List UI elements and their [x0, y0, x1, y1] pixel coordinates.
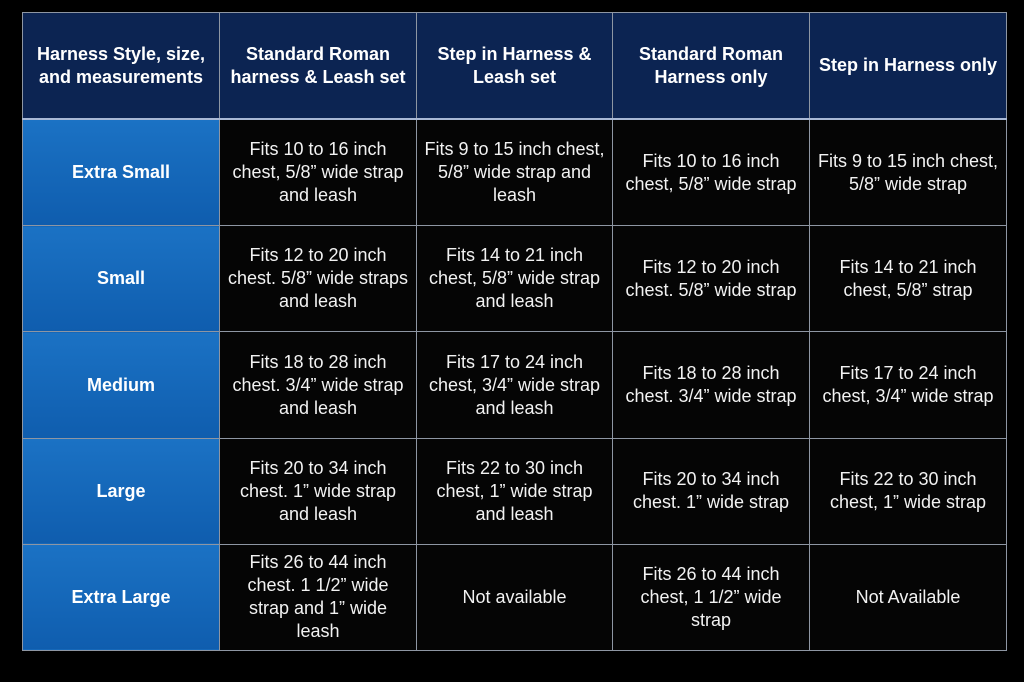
table-cell: Fits 26 to 44 inch chest, 1 1/2” wide st… [612, 543, 810, 652]
table-row: Extra Large Fits 26 to 44 inch chest. 1 … [22, 543, 1007, 652]
table-cell: Fits 14 to 21 inch chest, 5/8” wide stra… [416, 225, 613, 333]
table-cell: Fits 18 to 28 inch chest. 3/4” wide stra… [219, 331, 417, 439]
size-label: Medium [22, 331, 220, 439]
table-cell: Fits 14 to 21 inch chest, 5/8” strap [809, 225, 1007, 333]
header-cell: Harness Style, size, and measurements [22, 12, 220, 121]
size-label: Extra Large [22, 543, 220, 652]
table-cell: Fits 18 to 28 inch chest. 3/4” wide stra… [612, 331, 810, 439]
table-cell: Fits 10 to 16 inch chest, 5/8” wide stra… [612, 118, 810, 227]
size-label: Large [22, 437, 220, 545]
table-cell: Fits 12 to 20 inch chest. 5/8” wide stra… [219, 225, 417, 333]
table-cell: Fits 17 to 24 inch chest, 3/4” wide stra… [416, 331, 613, 439]
header-row: Harness Style, size, and measurements St… [22, 12, 1007, 121]
table-cell: Fits 26 to 44 inch chest. 1 1/2” wide st… [219, 543, 417, 652]
table-cell: Fits 9 to 15 inch chest, 5/8” wide strap… [416, 118, 613, 227]
table-row: Large Fits 20 to 34 inch chest. 1” wide … [22, 437, 1007, 545]
table-cell: Fits 9 to 15 inch chest, 5/8” wide strap [809, 118, 1007, 227]
table-cell: Not Available [809, 543, 1007, 652]
header-cell: Standard Roman harness & Leash set [219, 12, 417, 121]
size-label: Small [22, 225, 220, 333]
size-label: Extra Small [22, 118, 220, 227]
table-cell: Fits 12 to 20 inch chest. 5/8” wide stra… [612, 225, 810, 333]
table-cell: Not available [416, 543, 613, 652]
header-cell: Step in Harness only [809, 12, 1007, 121]
table-cell: Fits 17 to 24 inch chest, 3/4” wide stra… [809, 331, 1007, 439]
table-row: Small Fits 12 to 20 inch chest. 5/8” wid… [22, 225, 1007, 333]
table-row: Extra Small Fits 10 to 16 inch chest, 5/… [22, 118, 1007, 227]
table-cell: Fits 22 to 30 inch chest, 1” wide strap [809, 437, 1007, 545]
table-row: Medium Fits 18 to 28 inch chest. 3/4” wi… [22, 331, 1007, 439]
harness-size-table: Harness Style, size, and measurements St… [22, 12, 1007, 652]
table-cell: Fits 10 to 16 inch chest, 5/8” wide stra… [219, 118, 417, 227]
table-cell: Fits 22 to 30 inch chest, 1” wide strap … [416, 437, 613, 545]
table-cell: Fits 20 to 34 inch chest. 1” wide strap … [219, 437, 417, 545]
table-cell: Fits 20 to 34 inch chest. 1” wide strap [612, 437, 810, 545]
header-cell: Standard Roman Harness only [612, 12, 810, 121]
header-cell: Step in Harness & Leash set [416, 12, 613, 121]
